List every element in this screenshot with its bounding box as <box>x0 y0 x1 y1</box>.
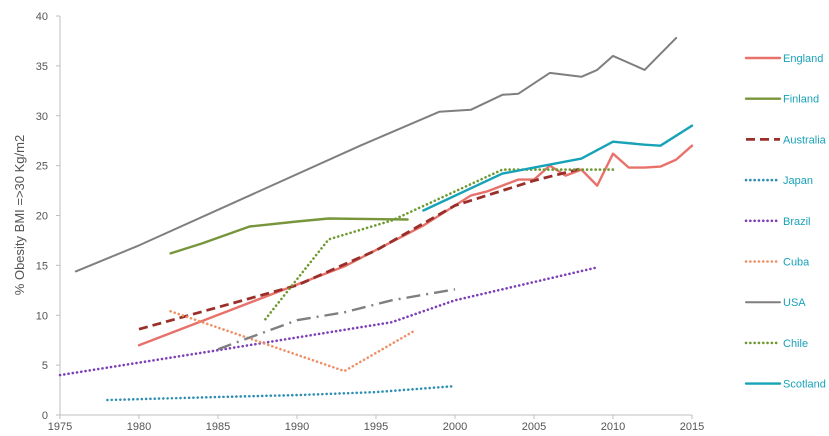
legend-label-australia: Australia <box>783 134 827 146</box>
series-line-unlabeled <box>217 288 456 351</box>
x-tick-label: 1975 <box>48 421 72 433</box>
y-tick-label: 25 <box>36 161 48 173</box>
series-lines <box>58 36 694 402</box>
series-line-usa <box>74 36 678 273</box>
y-tick-label: 40 <box>36 11 48 23</box>
y-tick-label: 20 <box>36 211 48 223</box>
x-tick-label: 1980 <box>127 421 151 433</box>
tick-labels: 1975 1980 1985 1990 1995 2000 2005 2010 20150510… <box>36 11 704 433</box>
legend-label-cuba: Cuba <box>783 257 810 269</box>
series-line-england <box>137 144 694 347</box>
x-tick-label: 2005 <box>522 421 546 433</box>
y-tick-label: 0 <box>42 410 48 422</box>
legend-label-scotland: Scotland <box>783 379 826 391</box>
series-line-chile <box>264 168 615 321</box>
y-tick-label: 10 <box>36 310 48 322</box>
series-line-brazil <box>58 266 599 377</box>
axes <box>56 15 693 419</box>
legend: England Finland Australia Japan Brazil Cuba US… <box>744 53 827 391</box>
legend-label-finland: Finland <box>783 94 819 106</box>
series-line-cuba <box>169 309 417 373</box>
series-line-scotland <box>422 124 694 212</box>
legend-label-england: England <box>783 53 823 65</box>
x-tick-label: 1990 <box>285 421 309 433</box>
series-line-finland <box>169 217 409 255</box>
y-tick-label: 30 <box>36 111 48 123</box>
series-line-australia <box>138 167 582 331</box>
x-tick-label: 2015 <box>680 421 704 433</box>
x-tick-label: 1995 <box>364 421 388 433</box>
y-tick-label: 15 <box>36 260 48 272</box>
series-line-japan <box>106 384 457 402</box>
y-axis-title: % Obesity BMI =>30 Kg/m2 <box>12 135 27 295</box>
x-tick-label: 2010 <box>601 421 625 433</box>
legend-label-japan: Japan <box>783 175 813 187</box>
legend-label-chile: Chile <box>783 338 808 350</box>
y-tick-label: 5 <box>42 360 48 372</box>
legend-label-usa: USA <box>783 297 806 309</box>
x-tick-label: 2000 <box>443 421 467 433</box>
legend-label-brazil: Brazil <box>783 216 811 228</box>
x-tick-label: 1985 <box>206 421 230 433</box>
y-tick-label: 35 <box>36 61 48 73</box>
